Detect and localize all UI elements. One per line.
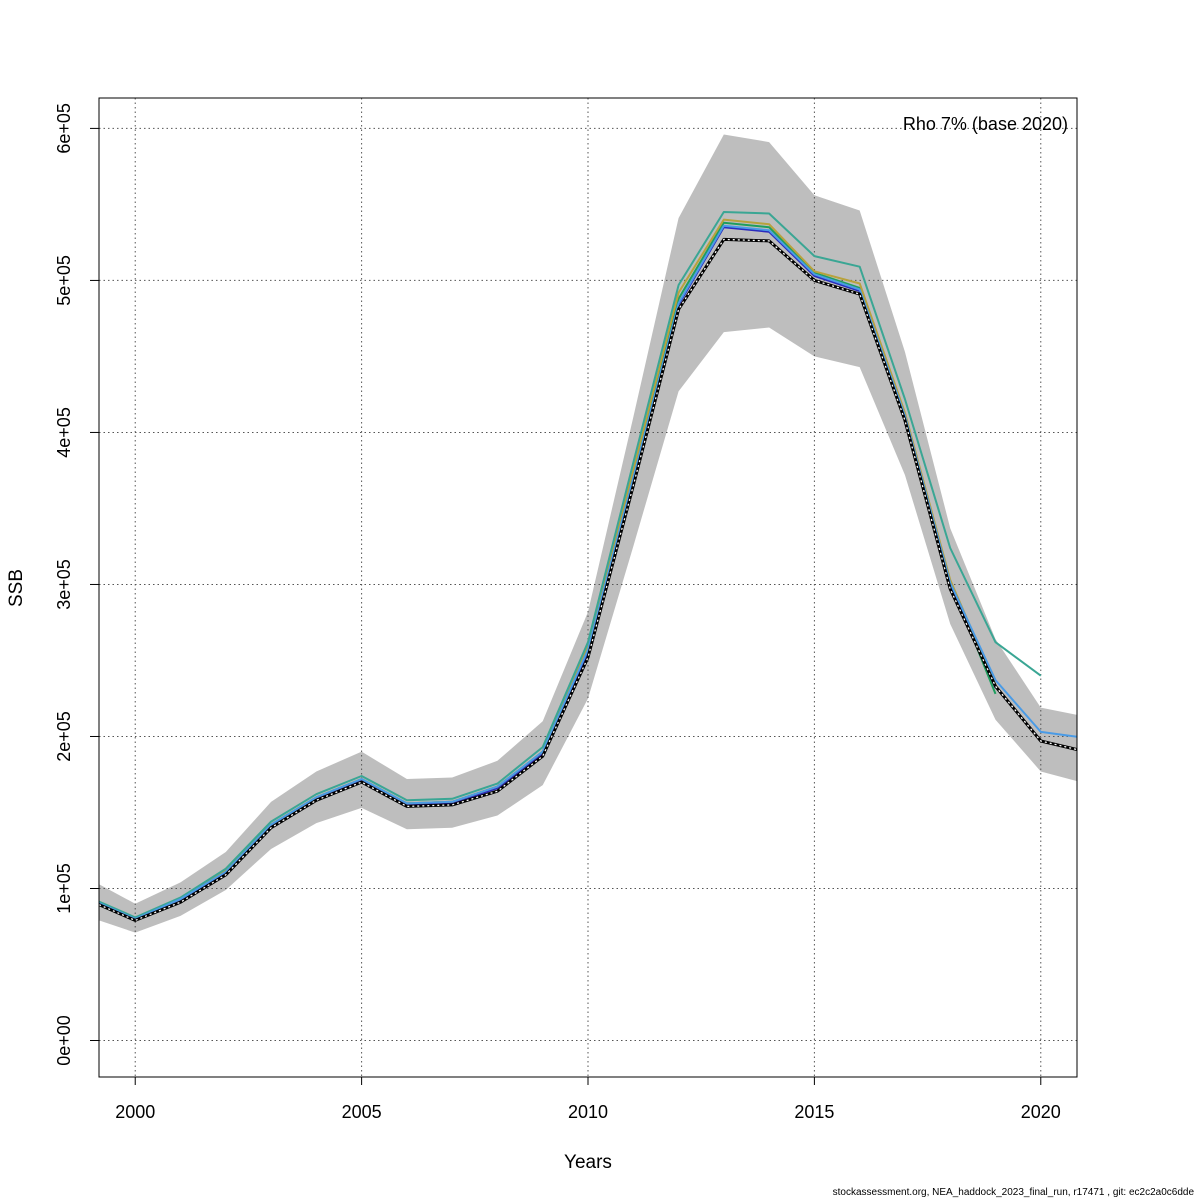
y-tick-label: 6e+05 bbox=[54, 103, 74, 154]
x-tick-label: 2010 bbox=[568, 1102, 608, 1122]
y-axis-title: SSB bbox=[6, 569, 27, 607]
confidence-band-layer bbox=[99, 134, 1077, 933]
y-tick-label: 5e+05 bbox=[54, 255, 74, 306]
plot-frame bbox=[98, 97, 1078, 1078]
y-axis: 0e+00 1e+05 2e+05 3e+05 4e+05 5e+05 6e+05 bbox=[54, 103, 99, 1066]
y-tick-label: 1e+05 bbox=[54, 863, 74, 914]
x-tick-label: 2015 bbox=[794, 1102, 834, 1122]
x-tick-label: 2000 bbox=[115, 1102, 155, 1122]
y-tick-label: 4e+05 bbox=[54, 407, 74, 458]
footer-credit: stockassessment.org, NEA_haddock_2023_fi… bbox=[833, 1187, 1195, 1198]
series-line-3 bbox=[99, 211, 1042, 919]
y-tick-label: 0e+00 bbox=[54, 1015, 74, 1066]
y-tick-label: 2e+05 bbox=[54, 711, 74, 762]
x-tick-label: 2005 bbox=[342, 1102, 382, 1122]
x-axis: 2000 2005 2010 2015 2020 bbox=[115, 1077, 1061, 1122]
series-line-5-dash bbox=[99, 238, 1077, 922]
series-layer bbox=[99, 211, 1077, 922]
x-tick-label: 2020 bbox=[1021, 1102, 1061, 1122]
x-axis-title: Years bbox=[564, 1152, 612, 1173]
rho-annotation: Rho 7% (base 2020) bbox=[903, 114, 1068, 134]
confidence-band bbox=[99, 134, 1077, 933]
grid-layer bbox=[99, 98, 1077, 1077]
y-tick-label: 3e+05 bbox=[54, 559, 74, 610]
